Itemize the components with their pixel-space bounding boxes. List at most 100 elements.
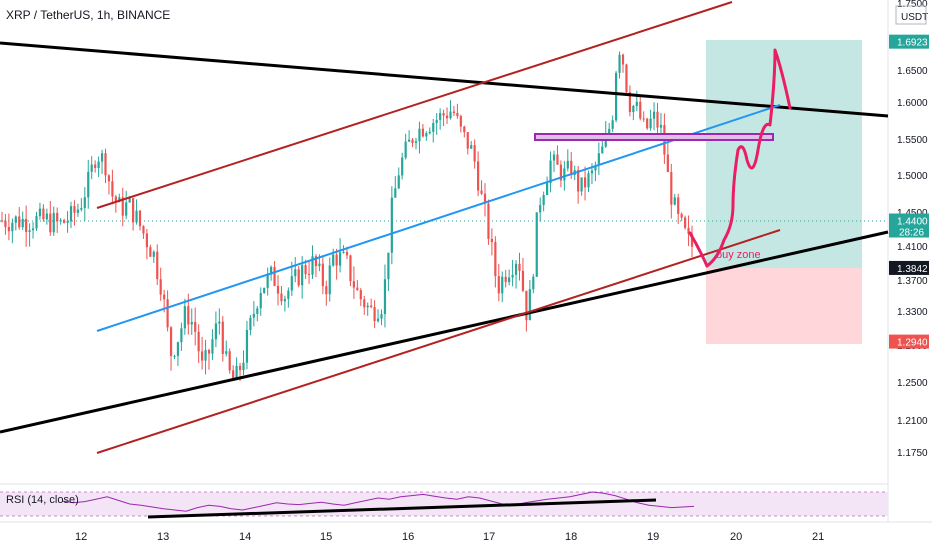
candle — [159, 267, 162, 301]
candle — [176, 341, 180, 366]
candle — [394, 176, 397, 198]
candle — [690, 225, 694, 258]
candle — [31, 222, 35, 239]
candle — [466, 132, 469, 155]
candle — [546, 176, 549, 196]
candle — [97, 156, 100, 177]
candle — [228, 348, 231, 374]
candle — [283, 295, 286, 312]
channel-upper-line[interactable] — [96, 1, 733, 209]
candle — [35, 211, 38, 232]
candle — [449, 100, 452, 120]
candle — [470, 141, 473, 150]
candle — [66, 211, 69, 233]
candle — [259, 287, 262, 316]
candle — [211, 329, 214, 361]
candle — [580, 177, 583, 196]
candle — [504, 269, 507, 288]
price-tick-label: 1.2500 — [897, 378, 928, 389]
time-axis[interactable]: 12 13 14 15 16 17 18 19 20 21 — [75, 531, 824, 543]
candle — [45, 208, 48, 225]
candle — [501, 271, 504, 303]
candle — [183, 298, 186, 335]
candle — [383, 264, 387, 328]
time-tick-label: 16 — [402, 531, 414, 543]
candle — [687, 215, 690, 247]
rsi-trend-line[interactable] — [147, 498, 657, 519]
candle — [480, 180, 483, 195]
time-tick-label: 13 — [157, 531, 169, 543]
candle — [90, 156, 93, 180]
candle — [56, 207, 59, 233]
candle — [418, 121, 421, 154]
candle — [552, 150, 556, 172]
projection-path[interactable] — [688, 48, 792, 268]
candle — [477, 151, 480, 197]
candle — [276, 275, 280, 306]
rsi-band — [0, 492, 888, 516]
candle — [18, 206, 21, 230]
candle — [363, 295, 366, 315]
time-tick-label: 18 — [565, 531, 577, 543]
candle — [69, 201, 73, 229]
candle — [297, 266, 300, 288]
lower-trend-line[interactable] — [0, 230, 889, 434]
candle — [201, 336, 204, 370]
candle — [542, 191, 545, 212]
candle — [401, 152, 404, 180]
candle — [214, 311, 217, 348]
candle — [518, 252, 521, 281]
candle — [380, 309, 383, 326]
candle — [411, 138, 414, 148]
price-tick-label: 1.5000 — [897, 171, 928, 182]
candle — [287, 287, 290, 308]
candle — [628, 85, 631, 117]
upper-trend-line[interactable] — [0, 41, 889, 118]
candle — [100, 149, 104, 174]
candle — [28, 223, 31, 247]
candle — [656, 102, 659, 136]
candle — [684, 215, 687, 230]
channel-lower-line[interactable] — [96, 229, 781, 454]
candle — [459, 114, 462, 133]
candle — [132, 197, 135, 231]
candle — [263, 287, 266, 294]
price-marker-label: 1.4400 — [897, 217, 928, 228]
candle — [87, 159, 90, 209]
candle — [521, 257, 525, 293]
candle — [549, 151, 552, 193]
candle — [525, 290, 528, 332]
candle — [390, 186, 393, 265]
candle — [52, 206, 55, 236]
candle — [145, 228, 148, 260]
candle — [121, 187, 124, 227]
channel-mid-line[interactable] — [96, 104, 781, 332]
candle — [138, 209, 142, 231]
price-tick-label: 1.6500 — [897, 66, 928, 77]
candle — [245, 320, 249, 370]
candle — [594, 161, 597, 182]
candle — [156, 244, 159, 286]
time-tick-label: 20 — [730, 531, 742, 543]
candle — [107, 174, 111, 195]
price-marker-label: 1.3842 — [897, 264, 928, 275]
time-tick-label: 15 — [320, 531, 332, 543]
candle — [483, 183, 487, 217]
candle — [376, 309, 380, 323]
candle — [456, 103, 459, 119]
price-marker-label: 1.2940 — [897, 338, 928, 349]
candle — [249, 314, 252, 336]
resistance-box[interactable] — [534, 133, 774, 141]
candle — [307, 260, 311, 284]
candle — [397, 167, 400, 190]
candle — [169, 326, 173, 371]
candle — [611, 115, 614, 133]
price-tick-label: 1.4100 — [897, 242, 928, 253]
time-tick-label: 14 — [239, 531, 251, 543]
candle — [125, 190, 128, 220]
candle — [490, 228, 493, 256]
